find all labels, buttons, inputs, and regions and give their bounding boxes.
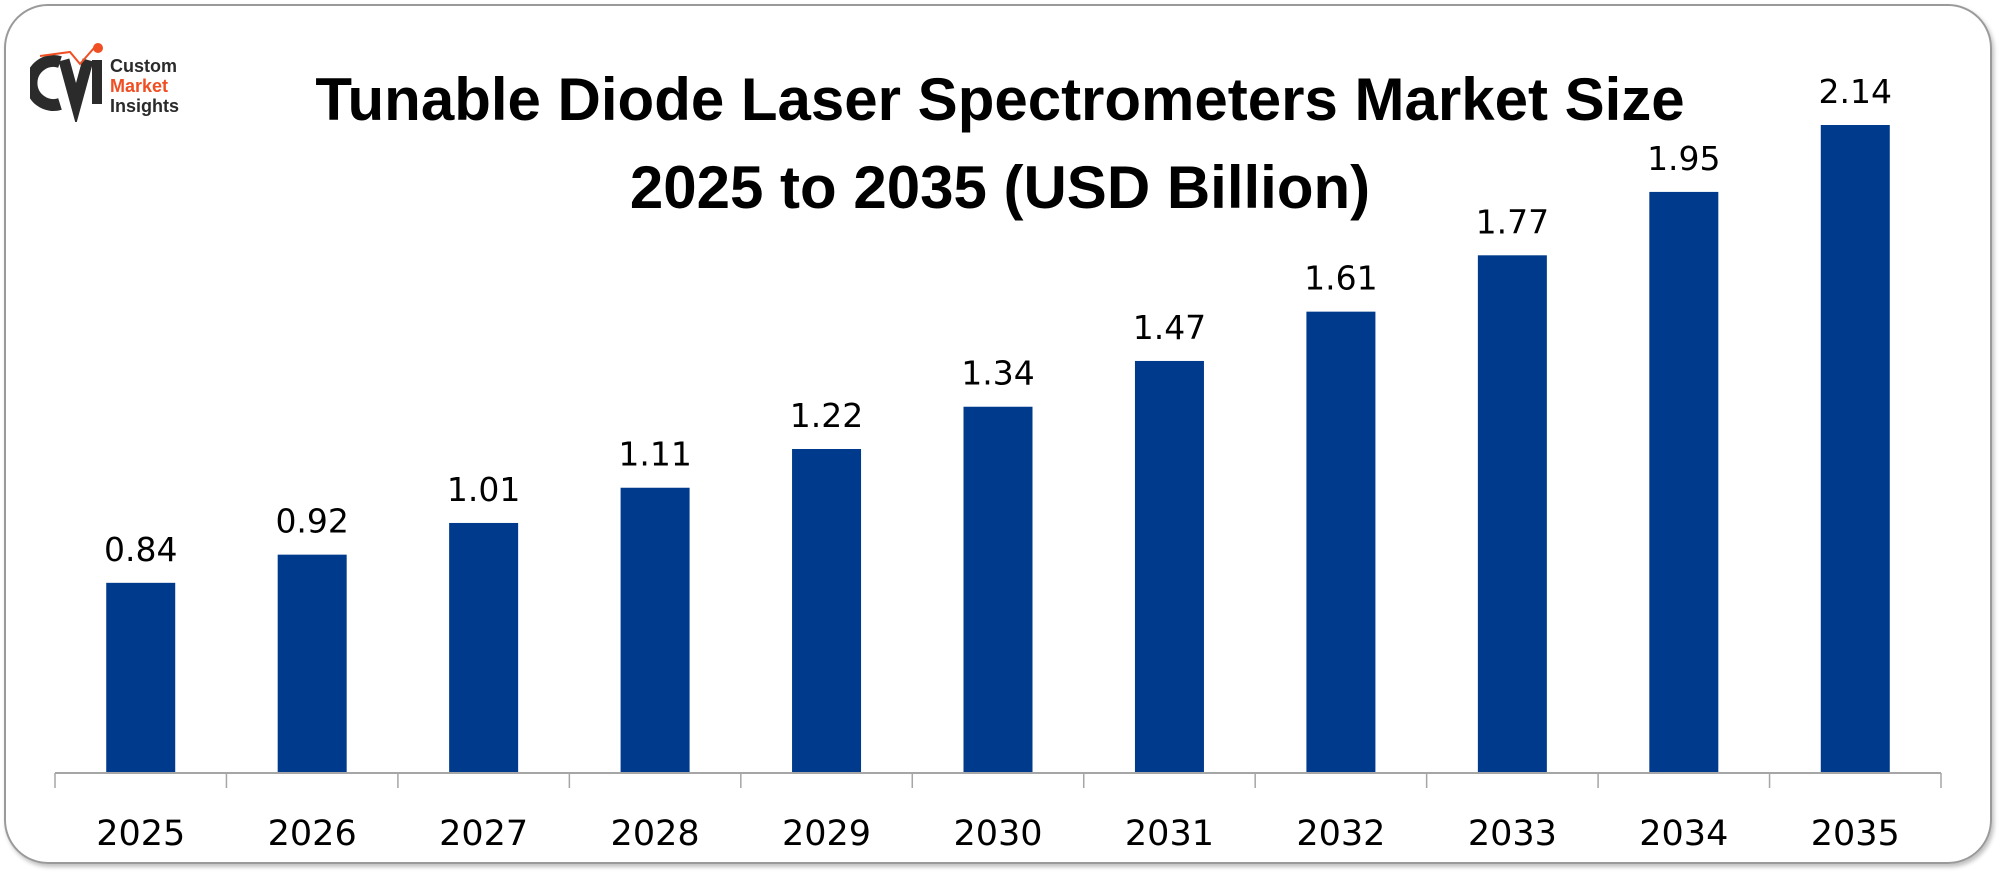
data-label-2028: 1.11 [618, 435, 691, 474]
bar-2035 [1820, 125, 1890, 773]
bar-2030 [963, 406, 1033, 773]
x-tick-label-2032: 2032 [1296, 814, 1385, 854]
bar-2034 [1649, 191, 1719, 774]
x-tick-label-2035: 2035 [1811, 814, 1900, 854]
bar-2031 [1134, 360, 1204, 773]
company-logo: Custom Market Insights [30, 43, 179, 122]
data-label-2027: 1.01 [447, 470, 520, 509]
chart-frame [4, 4, 1992, 864]
x-tick-label-2031: 2031 [1125, 814, 1214, 854]
bar-2028 [620, 487, 690, 773]
bar-2025 [106, 582, 176, 773]
bar-2029 [792, 449, 862, 773]
x-tick-label-2028: 2028 [611, 814, 700, 854]
x-tick-label-2030: 2030 [953, 814, 1042, 854]
data-label-2035: 2.14 [1819, 72, 1892, 111]
bar-2026 [277, 554, 347, 773]
bar-2033 [1477, 255, 1547, 774]
data-label-2025: 0.84 [104, 530, 177, 569]
logo-text-insights: Insights [110, 96, 179, 116]
x-tick-label-2029: 2029 [782, 814, 871, 854]
data-label-2034: 1.95 [1647, 139, 1720, 178]
bar-2027 [449, 522, 519, 773]
data-label-2032: 1.61 [1304, 259, 1377, 298]
bar-2032 [1306, 311, 1376, 773]
title-line-2: 2025 to 2035 (USD Billion) [629, 154, 1371, 221]
logo-text-custom: Custom [110, 56, 177, 76]
x-tick-label-2034: 2034 [1639, 814, 1728, 854]
x-tick-label-2027: 2027 [439, 814, 528, 854]
data-label-2026: 0.92 [275, 502, 348, 541]
logo-text-market: Market [110, 76, 168, 96]
x-tick-label-2033: 2033 [1468, 814, 1557, 854]
data-label-2029: 1.22 [790, 396, 863, 435]
data-label-2031: 1.47 [1133, 308, 1206, 347]
data-label-2030: 1.34 [961, 354, 1034, 393]
x-tick-label-2025: 2025 [96, 814, 185, 854]
chart-title: Tunable Diode Laser Spectrometers Market… [215, 56, 1785, 232]
x-tick-label-2026: 2026 [268, 814, 357, 854]
title-line-1: Tunable Diode Laser Spectrometers Market… [315, 66, 1685, 133]
data-label-2033: 1.77 [1476, 202, 1549, 241]
